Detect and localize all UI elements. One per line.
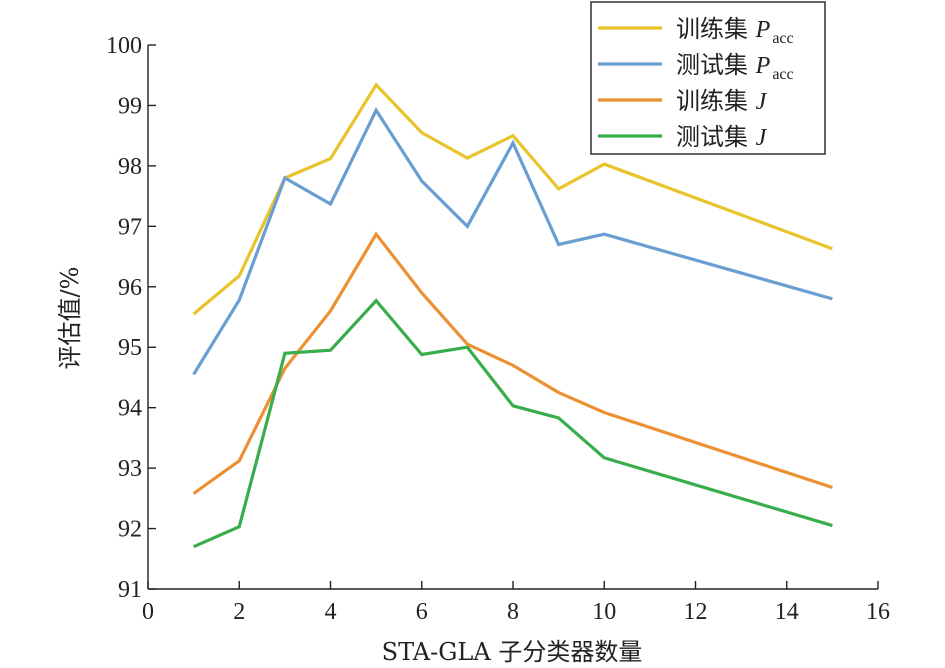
y-tick-label: 98 [118, 154, 142, 180]
x-tick-label: 8 [507, 599, 519, 625]
series-line-2 [192, 107, 833, 376]
x-tick-label: 4 [325, 599, 337, 625]
y-tick-label: 92 [118, 517, 142, 543]
x-axis-title: STA-GLA 子分类器数量 [382, 638, 643, 666]
x-tick-label: 10 [592, 599, 616, 625]
x-tick-label: 0 [142, 599, 154, 625]
x-tick-label: 16 [866, 599, 890, 625]
tick-labels: 0 2 4 6 8 10 12 14 16 91 92 93 94 95 96 97 98 99 100 [106, 33, 890, 625]
y-tick-label: 94 [118, 396, 142, 422]
y-tick-label: 99 [118, 93, 142, 119]
series-line-4 [192, 298, 833, 549]
x-tick-label: 14 [775, 599, 799, 625]
axes [147, 44, 879, 590]
y-tick-label: 91 [118, 577, 142, 603]
y-tick-label: 100 [106, 33, 142, 59]
y-axis-title: 评估值/% [56, 267, 84, 370]
y-tick-label: 96 [118, 275, 142, 301]
x-tick-label: 12 [684, 599, 708, 625]
series-line-3 [192, 231, 833, 495]
legend-label-4: 测试集 J [676, 123, 768, 151]
legend-label-3: 训练集 J [676, 87, 768, 115]
x-tick-label: 6 [416, 599, 428, 625]
y-tick-label: 93 [118, 456, 142, 482]
series-layer [192, 82, 833, 549]
y-tick-label: 95 [118, 335, 142, 361]
x-tick-label: 2 [233, 599, 245, 625]
y-tick-label: 97 [118, 214, 142, 240]
series-line-1 [192, 82, 833, 316]
